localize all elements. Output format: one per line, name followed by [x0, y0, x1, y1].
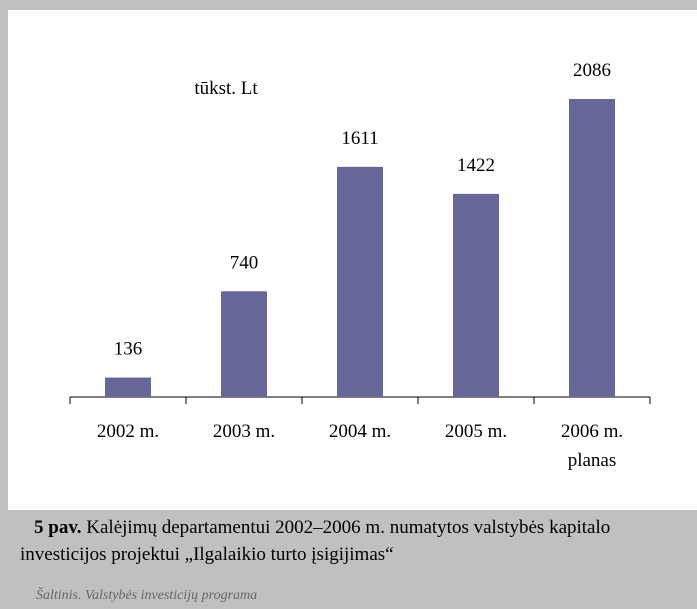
data-label: 1422: [457, 155, 495, 176]
bar: [337, 166, 383, 397]
caption-label: 5 pav.: [34, 517, 82, 538]
bar: [105, 377, 151, 397]
data-label: 740: [230, 252, 259, 273]
bar: [453, 193, 499, 397]
x-tick-label: 2005 m.: [444, 421, 508, 442]
x-tick-label: 2002 m.: [96, 421, 160, 442]
caption-text: Kalėjimų departamentui 2002–2006 m. numa…: [20, 517, 611, 565]
bar: [569, 99, 615, 397]
data-label: 2086: [573, 60, 611, 81]
chart: tūkst. Lt 136 740 1611 1422 2086: [69, 60, 651, 404]
bar: [221, 291, 267, 397]
caption: 5 pav. Kalėjimų departamentui 2002–2006 …: [20, 514, 690, 568]
x-tick-label: 2003 m.: [212, 421, 276, 442]
x-tick-label: 2004 m.: [328, 421, 392, 442]
data-label: 136: [114, 339, 143, 360]
unit-label: tūkst. Lt: [194, 78, 258, 99]
x-tick-label: 2006 m. planas: [560, 421, 624, 471]
data-label: 1611: [341, 128, 378, 149]
source: Šaltinis. Valstybės investicijų programa: [36, 588, 258, 603]
